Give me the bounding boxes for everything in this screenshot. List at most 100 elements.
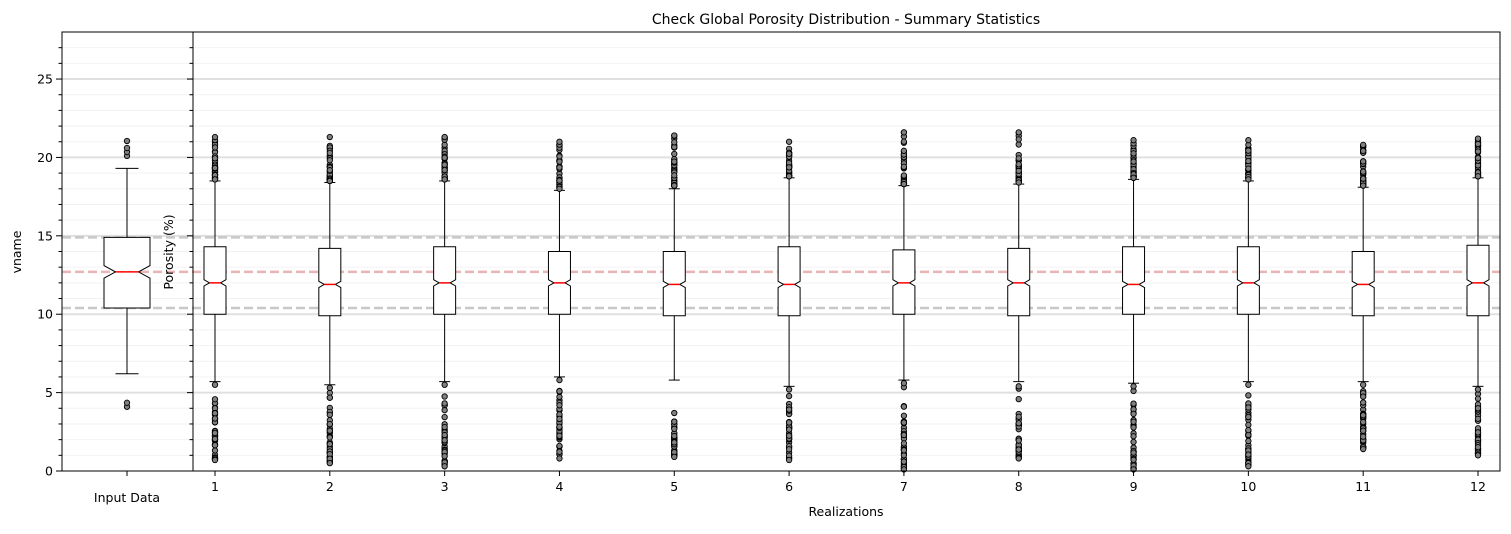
flier-point <box>1245 157 1252 165</box>
box-realization-5 <box>662 132 686 461</box>
flier-point <box>556 432 563 439</box>
flier-point <box>1130 410 1137 418</box>
flier-point <box>211 456 219 464</box>
flier-point <box>1474 173 1482 180</box>
box-input-data <box>103 137 151 410</box>
flier-point <box>326 177 333 185</box>
realization-x-tick-label: 2 <box>326 479 334 494</box>
flier-point <box>1360 381 1367 388</box>
flier-point <box>1015 129 1022 136</box>
flier-point <box>1015 420 1022 427</box>
flier-point <box>671 453 678 461</box>
flier-point <box>326 440 333 448</box>
flier-point <box>1360 158 1367 165</box>
flier-point <box>900 172 908 179</box>
flier-point <box>556 448 563 455</box>
box-realization-6 <box>777 138 801 464</box>
flier-point <box>1245 421 1252 429</box>
flier-point <box>441 133 448 141</box>
left-y-tick-label: 15 <box>37 228 53 243</box>
box-body <box>1236 246 1260 315</box>
flier-point <box>785 406 793 413</box>
flier-point <box>556 402 563 409</box>
box-realization-8 <box>1007 129 1031 462</box>
realization-x-tick-label: 12 <box>1470 479 1486 494</box>
flier-point <box>1015 395 1022 403</box>
flier-point <box>441 431 448 439</box>
flier-point <box>671 432 678 440</box>
flier-point <box>441 154 448 161</box>
flier-point <box>900 458 908 465</box>
flier-point <box>671 172 678 179</box>
flier-point <box>556 376 563 384</box>
flier-point <box>1245 137 1252 144</box>
flier-point <box>671 139 678 146</box>
left-y-tick-label: 10 <box>37 307 53 322</box>
flier-point <box>1360 141 1367 149</box>
flier-point <box>211 164 219 172</box>
flier-point <box>1474 148 1482 155</box>
flier-point <box>326 434 333 441</box>
flier-point <box>326 384 333 392</box>
flier-point <box>1015 141 1022 148</box>
left-y-axis-label: vname <box>9 230 24 273</box>
flier-point <box>1245 404 1252 411</box>
flier-point <box>441 407 448 414</box>
flier-point <box>441 166 448 174</box>
flier-point <box>900 403 908 410</box>
chart-title: Check Global Porosity Distribution - Sum… <box>652 12 1040 28</box>
flier-point <box>556 442 563 450</box>
flier-point <box>441 463 448 470</box>
left-y-tick-label: 0 <box>45 464 53 479</box>
flier-point <box>785 432 793 439</box>
flier-point <box>1245 165 1252 172</box>
left-y-tick-label: 25 <box>37 72 53 87</box>
flier-point <box>671 439 678 446</box>
flier-point <box>1360 175 1367 182</box>
flier-point <box>1474 415 1482 422</box>
flier-point <box>671 418 678 425</box>
flier-point <box>671 182 678 189</box>
flier-point <box>785 386 793 393</box>
flier-point <box>900 147 908 154</box>
flier-point <box>1130 424 1137 431</box>
flier-point <box>900 380 908 387</box>
flier-point <box>211 442 219 449</box>
flier-point <box>326 133 333 141</box>
flier-point <box>1015 383 1022 390</box>
x-axis-label: Realizations <box>808 504 883 519</box>
flier-point <box>211 447 219 454</box>
flier-point <box>1130 449 1137 456</box>
realization-x-tick-label: 5 <box>670 479 678 494</box>
flier-point <box>211 381 219 388</box>
flier-point <box>123 144 131 152</box>
box-realization-11 <box>1351 141 1375 453</box>
flier-point <box>785 456 793 464</box>
flier-point <box>1245 413 1252 421</box>
flier-point <box>441 453 448 460</box>
flier-point <box>1474 405 1482 412</box>
flier-point <box>441 176 448 183</box>
flier-point <box>1015 161 1022 168</box>
flier-point <box>785 164 793 171</box>
box-body <box>1351 251 1375 317</box>
flier-point <box>785 150 793 157</box>
flier-point <box>1245 451 1252 458</box>
flier-point <box>1474 386 1482 393</box>
flier-point <box>556 177 563 184</box>
flier-point <box>556 153 563 160</box>
realization-x-tick-label: 6 <box>785 479 793 494</box>
flier-point <box>1015 437 1022 444</box>
flier-point <box>211 133 219 141</box>
realization-x-tick-label: 7 <box>900 479 908 494</box>
box-realization-3 <box>433 133 457 470</box>
flier-point <box>900 180 908 188</box>
flier-point <box>671 132 678 139</box>
flier-point <box>1360 399 1367 406</box>
flier-point <box>326 427 333 434</box>
flier-point <box>1130 150 1137 157</box>
flier-point <box>1360 418 1367 426</box>
flier-point <box>1245 426 1252 434</box>
flier-point <box>556 455 563 462</box>
flier-point <box>326 149 333 157</box>
